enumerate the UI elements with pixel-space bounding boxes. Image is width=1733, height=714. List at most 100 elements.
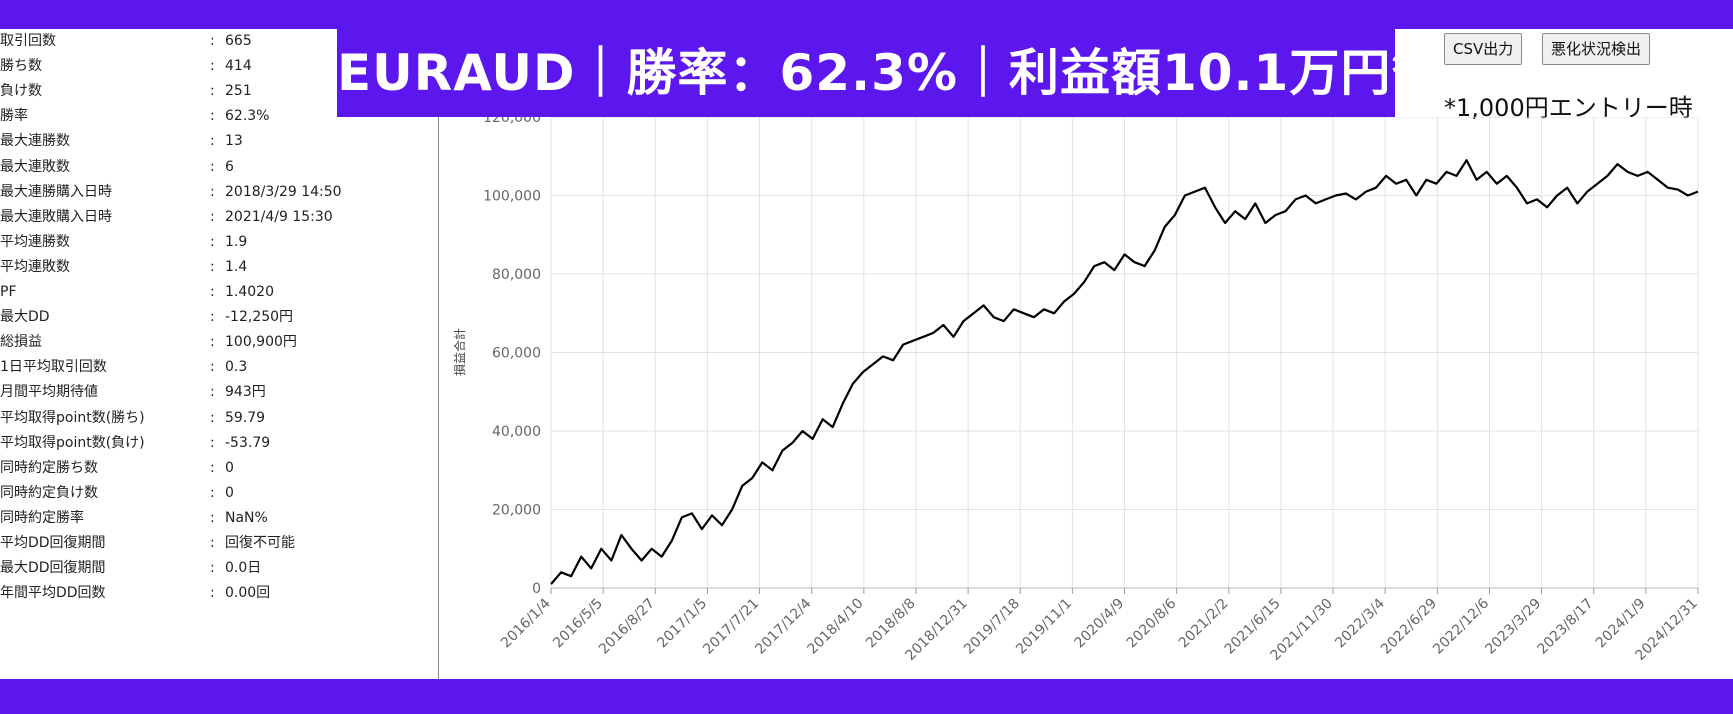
stat-label: 同時約定勝ち数	[0, 459, 98, 476]
stat-value: 943円	[225, 384, 266, 401]
stat-label: 平均取得point数(負け)	[0, 434, 145, 451]
stat-label: 年間平均DD回数	[0, 585, 106, 602]
stat-value: 0	[225, 459, 234, 476]
stat-colon: :	[210, 133, 215, 150]
stat-label: 平均連勝数	[0, 233, 70, 250]
stat-row: 同時約定勝ち数:0	[0, 456, 438, 481]
stat-row: 勝ち数:414	[0, 54, 438, 79]
stat-colon: :	[210, 384, 215, 401]
stat-value: -12,250円	[225, 309, 294, 326]
stat-label: 勝ち数	[0, 58, 42, 75]
detect-deterioration-button[interactable]: 悪化状況検出	[1542, 33, 1651, 65]
stat-value: -53.79	[225, 434, 271, 451]
stat-value: 100,900円	[225, 334, 297, 351]
stat-colon: :	[210, 509, 215, 526]
stat-row: 年間平均DD回数:0.00回	[0, 581, 438, 606]
stat-label: 平均DD回復期間	[0, 535, 106, 551]
stat-row: 最大連勝購入日時:2018/3/29 14:50	[0, 180, 438, 205]
x-tick-label: 2018/8/8	[863, 596, 919, 652]
stat-row: 月間平均期待値:943円	[0, 380, 438, 405]
stat-value: 0.0日	[225, 560, 262, 577]
stat-row: 最大連勝数:13	[0, 129, 438, 154]
stat-label: 勝率	[0, 108, 28, 125]
stat-label: PF	[0, 284, 17, 300]
stat-value: 0	[225, 484, 234, 501]
y-axis-title: 損益合計	[452, 328, 467, 376]
stat-label: 最大DD回復期間	[0, 560, 106, 577]
stat-colon: :	[210, 560, 215, 577]
stat-label: 総損益	[0, 334, 42, 351]
stat-label: 最大連勝購入日時	[0, 183, 112, 200]
stat-row: 取引回数:665	[0, 29, 438, 54]
stat-value: 59.79	[225, 409, 266, 426]
x-tick-label: 2019/11/1	[1013, 596, 1075, 658]
stat-row: 最大DD回復期間:0.0日	[0, 556, 438, 581]
stat-value: 2021/4/9 15:30	[225, 208, 333, 225]
stat-value: 6	[225, 158, 234, 175]
stat-value: 2018/3/29 14:50	[225, 183, 342, 200]
x-tick-label: 2017/1/5	[654, 596, 710, 652]
stat-colon: :	[210, 33, 215, 49]
x-tick-label: 2022/3/4	[1332, 595, 1388, 651]
stat-label: 同時約定負け数	[0, 484, 98, 501]
stat-label: 最大連敗数	[0, 158, 70, 175]
x-tick-label: 2023/8/17	[1534, 596, 1596, 658]
stat-value: 回復不可能	[225, 535, 295, 551]
bottom-band	[0, 679, 1733, 714]
stat-label: 平均取得point数(勝ち)	[0, 409, 145, 426]
stat-label: 最大連勝数	[0, 133, 70, 150]
y-tick-label: 80,000	[492, 267, 541, 283]
stat-value: 1.4020	[225, 284, 274, 300]
x-tick-label: 2016/1/4	[498, 595, 554, 651]
stat-label: 平均連敗数	[0, 258, 70, 275]
y-tick-label: 40,000	[492, 424, 541, 440]
stat-value: 665	[225, 33, 252, 49]
x-tick-label: 2020/4/9	[1072, 596, 1128, 652]
stat-colon: :	[210, 334, 215, 351]
x-tick-label: 2020/8/6	[1124, 595, 1180, 651]
stat-row: 平均連勝数:1.9	[0, 230, 438, 255]
stats-panel: 取引回数:665 勝ち数:414 負け数:251 勝率:62.3% 最大連勝数:13 最大…	[0, 29, 438, 679]
stat-value: 62.3%	[225, 108, 270, 125]
stat-colon: :	[210, 309, 215, 326]
stat-row: 勝率:62.3%	[0, 104, 438, 129]
y-tick-label: 0	[532, 581, 541, 597]
stat-colon: :	[210, 58, 215, 75]
stat-row: 同時約定勝率: NaN%	[0, 506, 438, 531]
stat-colon: :	[210, 535, 215, 551]
stat-value: 414	[225, 58, 252, 75]
csv-export-button[interactable]: CSV出力	[1444, 33, 1523, 65]
stat-value: 1.9	[225, 233, 248, 250]
x-tick-label: 2016/8/27	[596, 596, 658, 658]
stat-colon: :	[210, 233, 215, 250]
stat-row: 平均連敗数:1.4	[0, 255, 438, 280]
stat-row: 同時約定負け数:0	[0, 481, 438, 506]
stat-value: NaN%	[225, 509, 268, 526]
stat-value: 251	[225, 83, 252, 100]
equity-line-chart: 0 20,000 40,000 60,000 80,000 100,000 120,000 2…	[452, 117, 1701, 664]
stat-colon: :	[210, 208, 215, 225]
stat-value: 0.00回	[225, 585, 271, 602]
stat-row: 最大DD: -12,250円	[0, 305, 438, 330]
stat-row: 1日平均取引回数:0.3	[0, 355, 438, 380]
stat-row: PF:1.4020	[0, 280, 438, 305]
stat-colon: :	[210, 258, 215, 275]
stat-colon: :	[210, 484, 215, 501]
y-tick-label: 20,000	[492, 503, 541, 519]
stat-label: 負け数	[0, 83, 42, 100]
stat-label: 月間平均期待値	[0, 384, 98, 401]
stat-colon: :	[210, 359, 215, 376]
x-tick-label: 2018/4/10	[805, 596, 867, 658]
stat-colon: :	[210, 83, 215, 100]
y-tick-label: 60,000	[492, 346, 541, 362]
x-tick-label: 2024/1/9	[1593, 596, 1649, 652]
x-tick-label: 2016/5/5	[550, 596, 606, 652]
stat-value: 1.4	[225, 258, 248, 275]
stat-row: 平均DD回復期間: 回復不可能	[0, 531, 438, 556]
x-tick-label: 2021/2/2	[1176, 596, 1232, 652]
stat-value: 13	[225, 133, 243, 150]
stat-label: 取引回数	[0, 33, 56, 49]
stat-row: 総損益:100,900円	[0, 330, 438, 355]
equity-series-line	[550, 159, 1699, 585]
stat-label: 1日平均取引回数	[0, 359, 107, 376]
